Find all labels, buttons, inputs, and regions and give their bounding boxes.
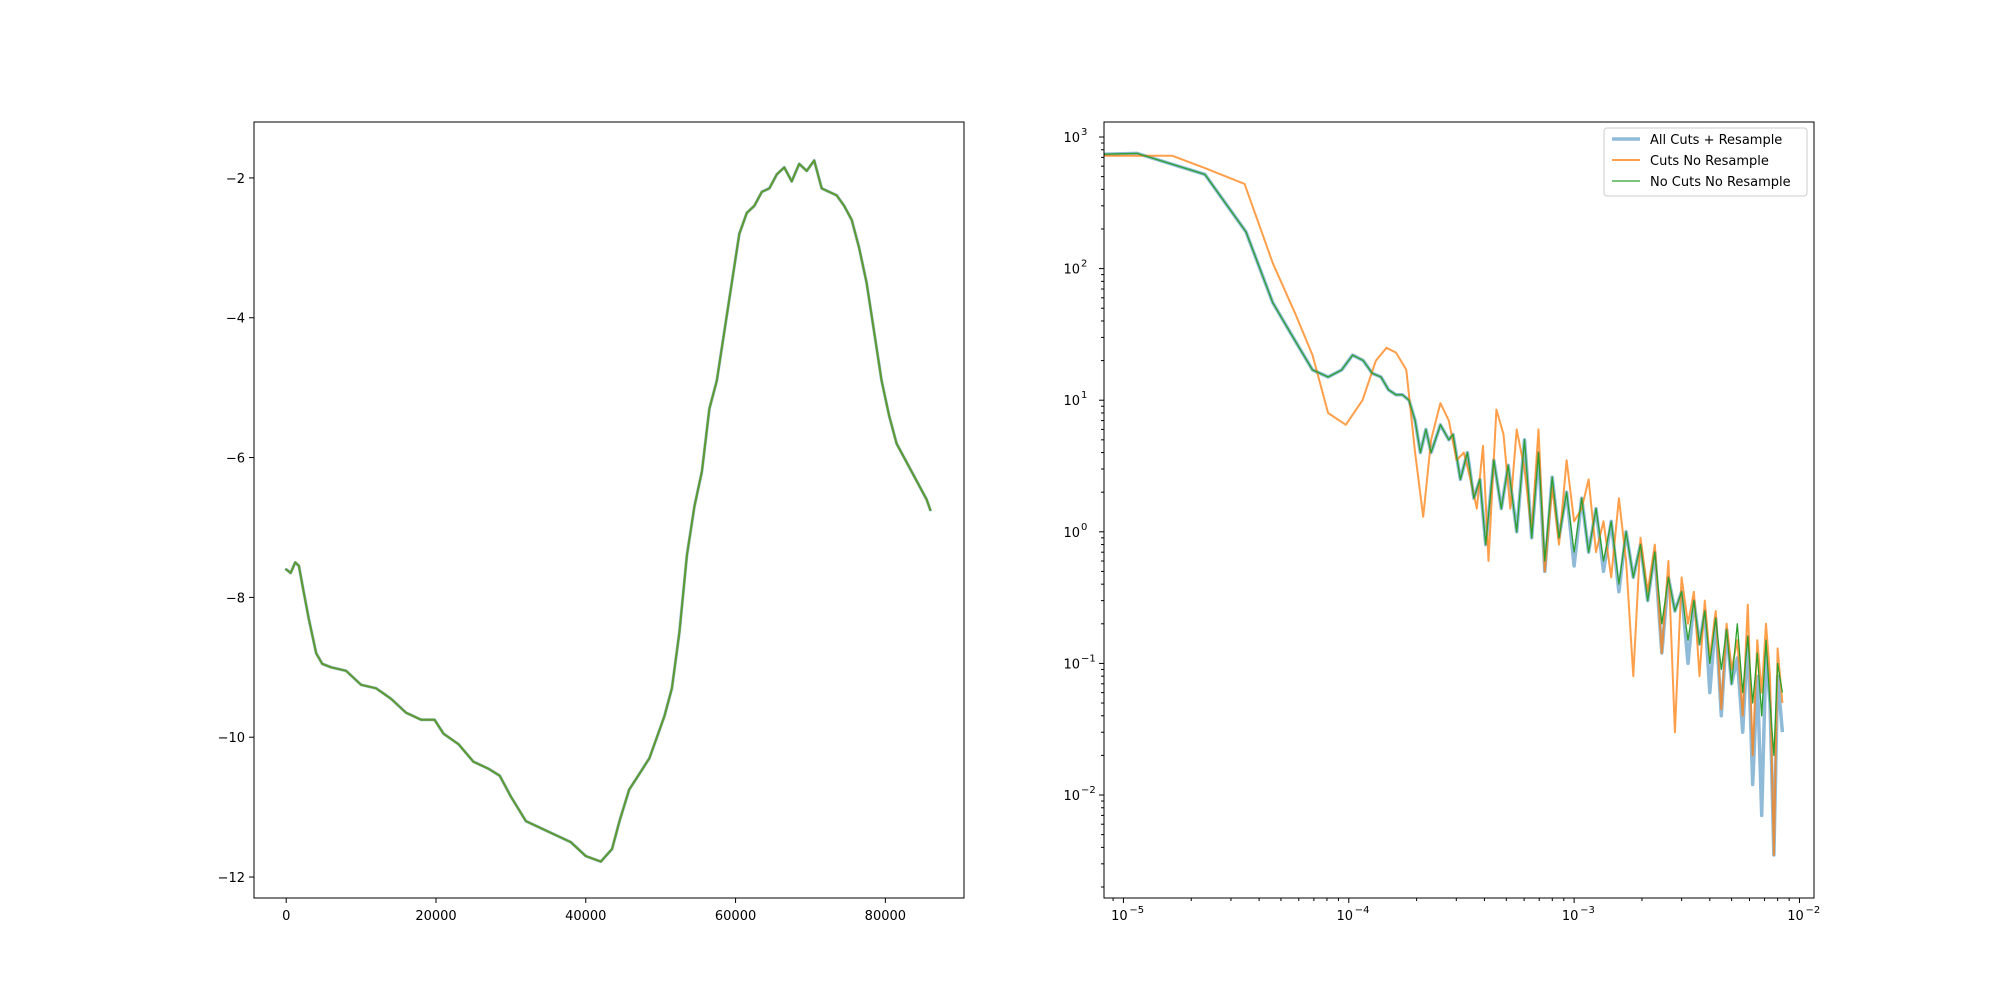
right-y-tick-label: 10 xyxy=(1063,789,1080,804)
left-series-layer xyxy=(284,159,932,864)
right-series-line-2 xyxy=(1104,154,1784,856)
right-axes-frame xyxy=(1103,121,1815,899)
right-x-tick-exponent: −4 xyxy=(1355,905,1370,916)
legend-label-2: Cuts No Resample xyxy=(1650,154,1769,169)
right-x-tick-label: 10 xyxy=(1562,909,1579,924)
right-y-tick-label: 10 xyxy=(1063,131,1080,146)
legend-label-3: No Cuts No Resample xyxy=(1650,175,1791,190)
left-axes-frame xyxy=(253,121,965,899)
left-x-ticks: 0 20000 40000 60000 80000 xyxy=(282,898,906,924)
right-y-tick-label: 10 xyxy=(1063,526,1080,541)
left-x-tick-label: 60000 xyxy=(715,909,756,924)
right-y-tick-exponent: 3 xyxy=(1081,127,1087,138)
legend-box xyxy=(1603,127,1808,197)
right-y-tick-label: 10 xyxy=(1063,657,1080,672)
legend-label-1: All Cuts + Resample xyxy=(1650,133,1782,148)
right-x-tick-label: 10 xyxy=(1336,909,1353,924)
left-x-tick-label: 40000 xyxy=(565,909,606,924)
right-y-tick-label: 10 xyxy=(1063,394,1080,409)
right-y-tick-exponent: 0 xyxy=(1081,522,1087,533)
left-x-tick-label: 80000 xyxy=(865,909,906,924)
right-x-tick-label: 10 xyxy=(1111,909,1128,924)
left-y-tick-label: −8 xyxy=(226,591,245,606)
right-series-line-3 xyxy=(1104,152,1784,757)
left-series-line-3 xyxy=(285,159,932,863)
left-x-tick-label: 20000 xyxy=(415,909,456,924)
right-y-tick-exponent: 2 xyxy=(1081,259,1087,270)
left-x-tick-label: 0 xyxy=(282,909,290,924)
right-x-ticks: 10 −5 10 −4 10 −3 10 −2 xyxy=(1111,898,1820,924)
right-x-tick-label: 10 xyxy=(1787,909,1804,924)
left-y-tick-label: −12 xyxy=(218,871,245,886)
right-y-tick-label: 10 xyxy=(1063,263,1080,278)
right-x-tick-exponent: −3 xyxy=(1580,905,1595,916)
right-series-layer xyxy=(1104,151,1785,857)
left-y-tick-label: −10 xyxy=(218,731,245,746)
right-y-tick-exponent: −1 xyxy=(1081,653,1096,664)
left-y-tick-label: −2 xyxy=(226,172,245,187)
right-y-tick-exponent: −2 xyxy=(1081,785,1096,796)
left-y-tick-label: −6 xyxy=(226,452,245,467)
left-y-ticks: −12 −10 −8 −6 −4 −2 xyxy=(218,172,254,886)
legend: All Cuts + Resample Cuts No Resample No Cu… xyxy=(1603,127,1808,197)
left-panel: 0 20000 40000 60000 80000 −12 −10 −8 −6 −4 −2 xyxy=(218,121,965,924)
right-x-tick-exponent: −5 xyxy=(1129,905,1144,916)
right-y-tick-exponent: 1 xyxy=(1081,390,1087,401)
right-x-tick-exponent: −2 xyxy=(1805,905,1820,916)
left-y-tick-label: −4 xyxy=(226,312,245,327)
